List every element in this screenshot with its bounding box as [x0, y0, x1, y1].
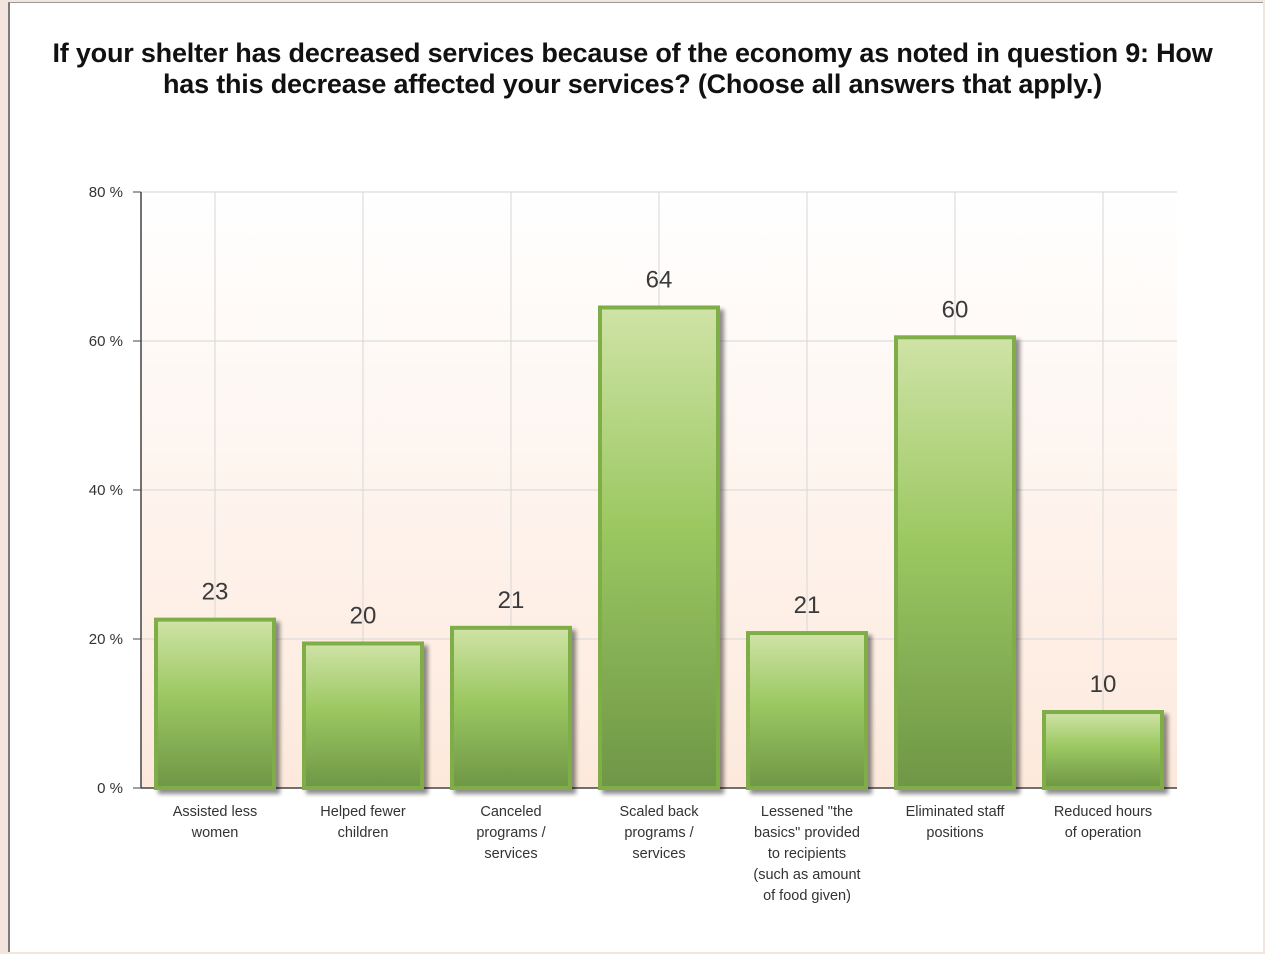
bar: [748, 633, 866, 788]
x-tick-label: Lessened "the basics" provided to recipien…: [753, 804, 860, 904]
x-tick-label-line: basics" provided: [754, 825, 860, 841]
x-tick-label: Assisted less women: [173, 804, 258, 841]
bar: [156, 620, 274, 788]
bar-value-label: 20: [350, 602, 377, 629]
x-tick-label-line: services: [632, 846, 685, 862]
x-tick-label-line: Assisted less: [173, 804, 258, 820]
x-tick-label-line: Reduced hours: [1054, 804, 1152, 820]
bar-value-label: 64: [646, 266, 673, 293]
bar: [304, 643, 422, 788]
bar: [600, 307, 718, 788]
x-tick-label: Helped fewer children: [320, 804, 406, 841]
bar: [452, 628, 570, 788]
bar-value-label: 60: [942, 296, 969, 323]
bar: [896, 337, 1014, 788]
x-tick-label-line: of operation: [1065, 825, 1142, 841]
bar-group: [896, 337, 1014, 788]
bar-group: [452, 628, 570, 788]
x-tick-label: Scaled back programs / services: [620, 804, 700, 862]
bar-value-label: 21: [498, 587, 525, 614]
y-tick-label: 60 %: [89, 333, 123, 350]
x-tick-label-line: Canceled: [480, 804, 541, 820]
bar-group: [304, 643, 422, 788]
bar-value-label: 10: [1090, 671, 1117, 698]
x-tick-label-line: women: [191, 825, 239, 841]
x-tick-label: Eliminated staff positions: [906, 804, 1006, 841]
bar: [1044, 712, 1162, 788]
x-tick-label-line: Lessened "the: [761, 804, 853, 820]
bar-group: [156, 620, 274, 788]
x-tick-label-line: Helped fewer: [320, 804, 406, 820]
x-tick-label: Reduced hours of operation: [1054, 804, 1152, 841]
y-tick-label: 0 %: [97, 780, 123, 797]
x-tick-label-line: of food given): [763, 888, 851, 904]
bar-value-label: 21: [794, 592, 821, 619]
x-tick-label-line: programs /: [476, 825, 546, 841]
x-tick-label-line: Scaled back: [620, 804, 700, 820]
bar-group: [748, 633, 866, 788]
y-tick-label: 20 %: [89, 631, 123, 648]
bar-value-label: 23: [202, 579, 229, 606]
y-tick-label: 40 %: [89, 482, 123, 499]
y-tick-label: 80 %: [89, 184, 123, 201]
x-tick-label-line: (such as amount: [753, 867, 860, 883]
x-tick-label-line: services: [484, 846, 537, 862]
x-tick-label: Canceled programs / services: [476, 804, 546, 862]
x-tick-label-line: positions: [926, 825, 983, 841]
bar-group: [600, 307, 718, 788]
x-tick-label-line: Eliminated staff: [906, 804, 1006, 820]
x-tick-label-line: programs /: [624, 825, 694, 841]
x-tick-label-line: to recipients: [768, 846, 846, 862]
x-tick-label-line: children: [338, 825, 389, 841]
bar-group: [1044, 712, 1162, 788]
